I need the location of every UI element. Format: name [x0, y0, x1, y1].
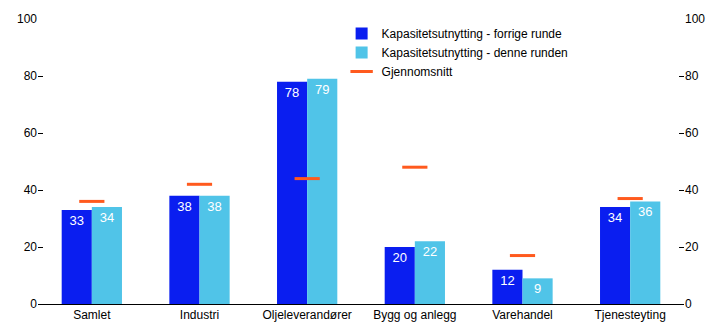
svg-text:0: 0	[685, 297, 692, 311]
svg-text:79: 79	[315, 82, 329, 97]
svg-text:78: 78	[285, 85, 299, 100]
svg-text:Gjennomsnitt: Gjennomsnitt	[382, 65, 453, 79]
svg-text:22: 22	[423, 244, 437, 259]
svg-text:Tjenesteyting: Tjenesteyting	[594, 308, 665, 322]
svg-text:Oljeleverandører: Oljeleverandører	[262, 308, 351, 322]
svg-text:60: 60	[685, 126, 699, 140]
svg-text:12: 12	[500, 273, 514, 288]
svg-text:0: 0	[30, 297, 37, 311]
svg-text:34: 34	[100, 210, 114, 225]
svg-text:Kapasitetsutnytting - denne ru: Kapasitetsutnytting - denne runden	[382, 46, 568, 60]
svg-text:80: 80	[685, 69, 699, 83]
svg-text:60: 60	[24, 126, 38, 140]
svg-text:40: 40	[685, 183, 699, 197]
svg-text:100: 100	[17, 12, 37, 26]
svg-text:Industri: Industri	[180, 308, 219, 322]
svg-text:Kapasitetsutnytting - forrige: Kapasitetsutnytting - forrige runde	[382, 27, 562, 41]
svg-text:33: 33	[70, 213, 84, 228]
svg-text:Samlet: Samlet	[73, 308, 111, 322]
svg-text:Varehandel: Varehandel	[492, 308, 553, 322]
svg-text:20: 20	[685, 240, 699, 254]
svg-text:9: 9	[534, 281, 541, 296]
svg-text:20: 20	[24, 240, 38, 254]
svg-text:40: 40	[24, 183, 38, 197]
svg-text:38: 38	[177, 199, 191, 214]
svg-text:34: 34	[608, 210, 622, 225]
svg-text:20: 20	[393, 250, 407, 265]
svg-text:100: 100	[685, 12, 705, 26]
svg-text:Bygg og anlegg: Bygg og anlegg	[373, 308, 456, 322]
svg-text:38: 38	[207, 199, 221, 214]
svg-text:36: 36	[638, 204, 652, 219]
svg-text:80: 80	[24, 69, 38, 83]
